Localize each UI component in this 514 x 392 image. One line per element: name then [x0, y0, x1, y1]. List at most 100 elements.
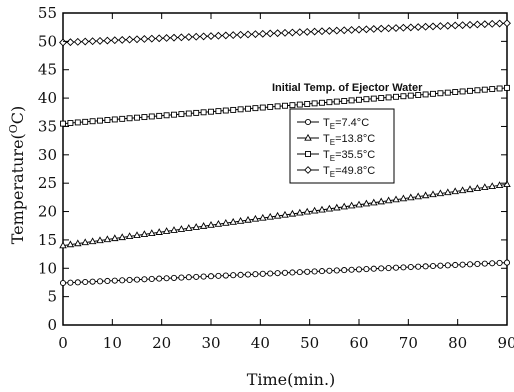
- data-point: [392, 195, 400, 203]
- legend-label: TE=49.8°C: [323, 165, 375, 179]
- x-tick-label: 80: [448, 334, 467, 352]
- data-point: [66, 38, 75, 47]
- legend-marker: [304, 133, 312, 141]
- data-point: [148, 275, 155, 282]
- data-point: [407, 263, 414, 271]
- y-tick-label: 20: [38, 203, 57, 221]
- y-tick-label: 45: [38, 61, 57, 79]
- data-point: [436, 189, 445, 197]
- data-point: [489, 260, 496, 267]
- data-point: [503, 19, 511, 28]
- y-tick-label: 35: [38, 117, 57, 135]
- y-tick-label: 0: [47, 316, 57, 334]
- data-point: [459, 261, 466, 268]
- data-point: [429, 22, 437, 31]
- data-point: [199, 32, 208, 41]
- data-point: [214, 31, 223, 40]
- data-point: [155, 34, 164, 43]
- data-point: [193, 109, 200, 116]
- x-tick-label: 60: [349, 334, 368, 352]
- data-point: [73, 37, 82, 46]
- data-point: [318, 268, 326, 275]
- data-point: [415, 92, 422, 98]
- legend-marker: [304, 166, 312, 174]
- data-point: [163, 275, 170, 282]
- data-point: [111, 234, 119, 242]
- data-point: [96, 36, 104, 45]
- data-point: [185, 224, 193, 231]
- y-tick-label: 40: [38, 89, 57, 107]
- data-point: [422, 263, 429, 270]
- data-point: [362, 25, 371, 34]
- data-point: [134, 114, 140, 121]
- data-point: [244, 271, 252, 278]
- data-point: [259, 270, 266, 277]
- legend-label-tail: =49.8°C: [335, 165, 375, 177]
- data-point: [82, 118, 89, 125]
- data-point: [148, 113, 155, 120]
- data-point: [118, 233, 126, 241]
- data-point: [67, 279, 74, 286]
- data-point: [503, 180, 511, 187]
- data-point: [399, 194, 408, 202]
- data-point: [473, 20, 482, 29]
- data-point: [473, 184, 482, 192]
- data-point: [310, 27, 319, 36]
- data-point: [222, 218, 230, 226]
- data-point: [230, 106, 237, 113]
- data-point: [251, 214, 260, 222]
- plot-area: [62, 12, 508, 326]
- y-tick-label: 50: [38, 32, 57, 50]
- data-point: [185, 274, 192, 281]
- data-point: [215, 108, 222, 115]
- data-point: [274, 103, 281, 110]
- data-point: [156, 112, 163, 119]
- data-point: [199, 222, 208, 229]
- data-point: [74, 239, 82, 247]
- data-point: [377, 197, 385, 205]
- data-point: [444, 188, 452, 196]
- data-point: [281, 28, 289, 37]
- data-point: [326, 99, 333, 106]
- data-point: [504, 84, 510, 91]
- data-point: [355, 25, 363, 34]
- data-point: [104, 117, 111, 123]
- data-point: [399, 23, 408, 32]
- data-point: [222, 272, 229, 279]
- data-point: [356, 96, 362, 103]
- data-point: [244, 215, 252, 223]
- data-point: [296, 101, 303, 108]
- data-point: [236, 30, 245, 39]
- series-square: [60, 84, 510, 127]
- series-diamond: [59, 19, 511, 47]
- data-point: [67, 120, 74, 126]
- x-tick-label: 10: [103, 334, 122, 352]
- data-point: [156, 275, 163, 282]
- data-point: [370, 95, 377, 102]
- data-point: [118, 35, 127, 44]
- axis-ticks: 0 5 10 15 20 25 30 35 40 45 50 55 0 10 20 30 40 50 60 70 80 9…: [38, 4, 514, 352]
- data-point: [452, 89, 459, 95]
- legend: TE=7.4°CTE=13.8°CTE=35.5°CTE=49.8°C: [289, 108, 395, 184]
- data-point: [311, 268, 318, 275]
- legend-label-sub: E: [330, 138, 335, 147]
- data-point: [458, 186, 467, 194]
- legend-marker: [304, 118, 312, 126]
- data-point: [489, 86, 496, 93]
- data-point: [237, 106, 244, 113]
- data-point: [406, 23, 415, 32]
- data-point: [444, 262, 451, 269]
- data-point: [81, 238, 89, 246]
- data-point: [162, 34, 171, 42]
- data-point: [259, 213, 267, 221]
- data-point: [378, 95, 385, 101]
- data-point: [384, 24, 393, 33]
- data-point: [325, 204, 334, 212]
- data-point: [89, 118, 96, 125]
- data-point: [82, 278, 89, 286]
- data-point: [215, 272, 222, 279]
- data-point: [296, 208, 304, 216]
- x-tick-label: 40: [251, 334, 270, 352]
- data-point: [466, 20, 474, 29]
